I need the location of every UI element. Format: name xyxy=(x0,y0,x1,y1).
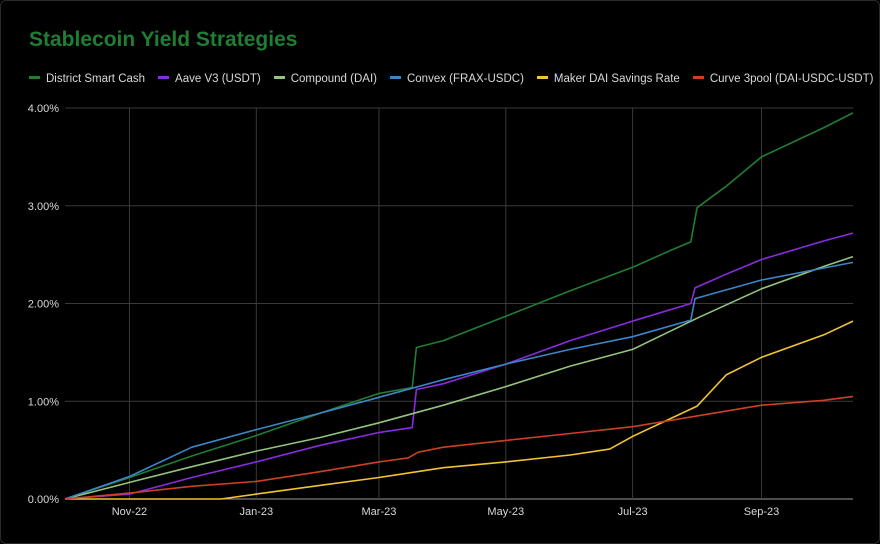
legend-label: Curve 3pool (DAI-USDC-USDT) xyxy=(709,73,874,85)
legend-item-compound-dai: Compound (DAI) xyxy=(273,73,377,85)
series-line-convex-frax-usdc xyxy=(64,261,854,500)
y-tick-label: 2.00% xyxy=(28,299,59,311)
legend-label: District Smart Cash xyxy=(46,73,146,85)
x-tick-label: Nov-22 xyxy=(112,506,147,518)
y-tick-label: 4.00% xyxy=(28,103,59,115)
series-line-curve-3pool-dai-usdc-usdt xyxy=(64,395,854,500)
chart-legend: District Smart Cash Aave V3 (USDT) Compoun… xyxy=(29,69,879,85)
y-tick-label: 0.00% xyxy=(28,494,59,506)
legend-label: Aave V3 (USDT) xyxy=(175,73,261,85)
x-axis-ticks: Nov-22 Jan-23 Mar-23 May-23 Jul-23 Sep-23 xyxy=(112,506,780,518)
legend-item-convex-frax-usdc: Convex (FRAX-USDC) xyxy=(389,73,524,85)
series-line-maker-dai-savings-rate xyxy=(65,320,854,500)
legend-item-curve-3pool-dai-usdc-usdt: Curve 3pool (DAI-USDC-USDT) xyxy=(692,73,874,85)
legend-item-maker-dai-savings-rate: Maker DAI Savings Rate xyxy=(536,73,680,85)
y-tick-label: 3.00% xyxy=(28,201,59,213)
series-line-district-smart-cash xyxy=(64,112,854,500)
legend-label: Convex (FRAX-USDC) xyxy=(406,73,524,85)
x-tick-label: May-23 xyxy=(487,506,524,518)
legend-swatch xyxy=(692,76,704,80)
y-axis-ticks: 0.00% 1.00% 2.00% 3.00% 4.00% xyxy=(28,103,59,506)
legend-swatch xyxy=(158,76,170,80)
legend-swatch xyxy=(389,76,401,80)
legend-swatch xyxy=(273,76,285,80)
legend-label: Compound (DAI) xyxy=(290,73,377,85)
series-lines xyxy=(64,112,854,500)
y-tick-label: 1.00% xyxy=(28,396,59,408)
x-tick-label: Mar-23 xyxy=(362,506,397,518)
x-tick-label: Jan-23 xyxy=(239,506,273,518)
legend-label: Maker DAI Savings Rate xyxy=(553,73,680,85)
chart-title: Stablecoin Yield Strategies xyxy=(29,28,298,51)
legend-item-district-smart-cash: District Smart Cash xyxy=(29,73,145,85)
legend-swatch xyxy=(29,76,40,80)
legend-item-aave-v3-usdt: Aave V3 (USDT) xyxy=(158,73,261,85)
gridlines xyxy=(65,107,853,500)
x-tick-label: Sep-23 xyxy=(744,506,779,518)
x-tick-label: Jul-23 xyxy=(618,506,648,518)
series-line-compound-dai xyxy=(64,255,854,500)
series-line-aave-v3-usdt xyxy=(64,232,854,500)
legend-swatch xyxy=(536,76,548,80)
